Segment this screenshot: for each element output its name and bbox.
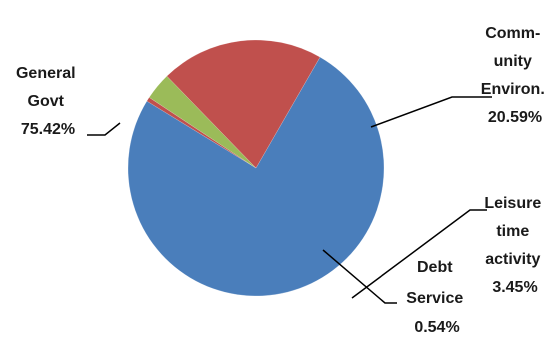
leader-line-community-environ [370, 96, 492, 128]
label-community-environ: Comm- unity Environ. 20.59% [481, 25, 549, 126]
label-community-environ-line-3: Environ. [481, 81, 545, 98]
label-community-environ-line-2: unity [494, 53, 532, 70]
label-debt-service-line-3: 0.54% [414, 319, 459, 336]
leader-line-leisure-time-activity [351, 209, 487, 299]
label-general-govt: General Govt 75.42% [16, 65, 80, 138]
label-community-environ-line-1: Comm- [485, 25, 540, 42]
pie-slice-leisure-time-activity [148, 75, 257, 169]
label-general-govt-line-2: Govt [28, 93, 65, 110]
label-general-govt-line-1: General [16, 65, 76, 82]
label-debt-service: Debt Service 0.54% [406, 259, 467, 336]
pie-slice-debt-service [146, 97, 257, 169]
label-leisure-line-4: 3.45% [492, 279, 537, 296]
label-leisure-line-3: activity [485, 251, 540, 268]
label-leisure-line-2: time [496, 223, 529, 240]
leader-line-general-govt [87, 122, 121, 136]
label-leisure-time-activity: Leisure time activity 3.45% [484, 195, 545, 296]
label-leisure-line-1: Leisure [484, 195, 541, 212]
label-community-environ-line-4: 20.59% [488, 109, 542, 126]
pie-slice-general-govt [127, 56, 385, 297]
label-debt-service-line-1: Debt [417, 259, 453, 276]
leader-line-debt-service [322, 249, 397, 304]
label-debt-service-line-2: Service [406, 290, 463, 307]
pie-slice-community-environ [166, 39, 321, 169]
pie-slices [127, 39, 385, 297]
label-general-govt-line-3: 75.42% [21, 121, 75, 138]
